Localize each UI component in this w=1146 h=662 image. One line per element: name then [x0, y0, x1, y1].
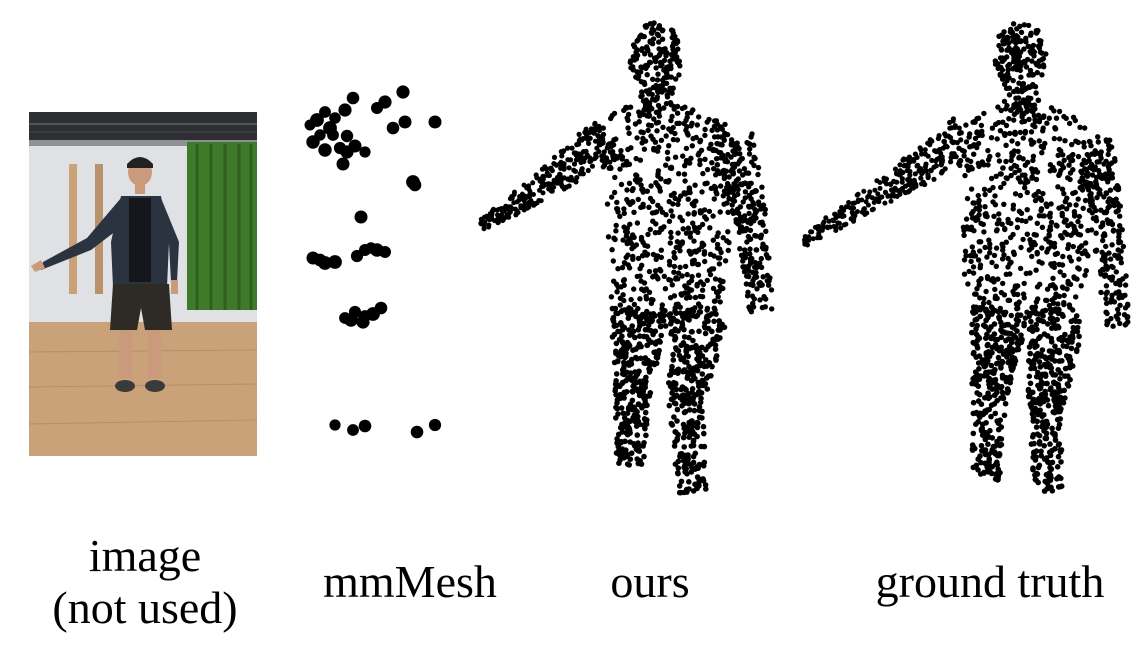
- photo-drawing: [29, 112, 257, 456]
- caption-ground-truth: ground truth: [875, 556, 1105, 607]
- mmmesh-point-cloud: [285, 80, 460, 450]
- caption-ours: ours: [610, 556, 690, 607]
- ground-truth-point-cloud: [790, 10, 1135, 510]
- reference-photo: [29, 112, 257, 456]
- ours-points: [478, 20, 775, 496]
- caption-image-line1: image: [88, 530, 202, 581]
- photo-floor: [29, 322, 257, 456]
- photo-curtain: [187, 142, 257, 310]
- caption-image: image (not used): [20, 530, 270, 634]
- mmmesh-points: [304, 85, 442, 439]
- ground-truth-points: [802, 21, 1131, 494]
- photo-ceiling: [29, 112, 257, 140]
- caption-mmmesh: mmMesh: [323, 556, 497, 607]
- ours-point-cloud: [470, 10, 790, 510]
- caption-image-line2: (not used): [52, 582, 238, 633]
- person-figure: [31, 157, 179, 392]
